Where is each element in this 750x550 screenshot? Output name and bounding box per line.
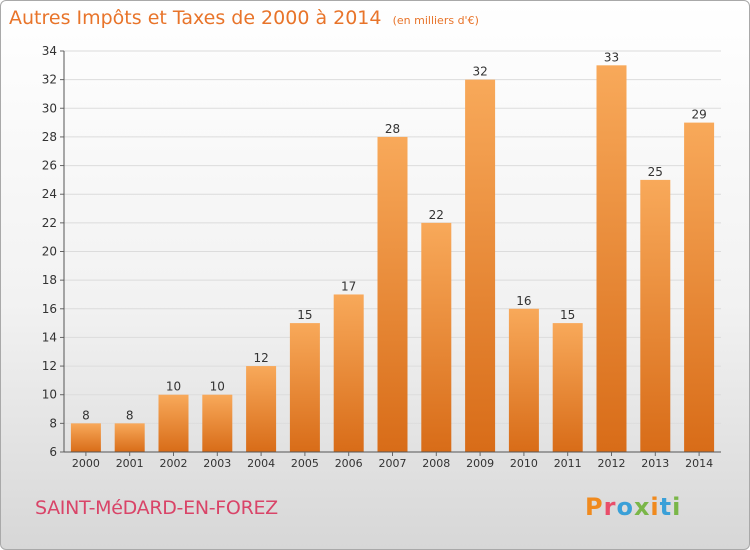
x-tick-label: 2001 (116, 457, 144, 470)
y-tick-label: 20 (42, 245, 57, 259)
bar (377, 136, 408, 452)
x-tick-label: 2012 (598, 457, 626, 470)
title-row: Autres Impôts et Taxes de 2000 à 2014 (e… (9, 7, 479, 29)
x-tick-label: 2000 (72, 457, 100, 470)
bar (158, 394, 189, 452)
y-tick-label: 28 (42, 130, 57, 144)
data-labels: 8 8 10 10 12 15 17 28 22 32 16 15 33 25 29 (82, 50, 707, 422)
chart-title: Autres Impôts et Taxes de 2000 à 2014 (9, 7, 382, 29)
x-tick-label: 2003 (203, 457, 231, 470)
x-tick-label: 2002 (160, 457, 188, 470)
data-label: 28 (385, 122, 400, 136)
y-tick-label: 32 (42, 73, 57, 87)
proxiti-logo[interactable]: Proxiti (585, 493, 681, 521)
x-tick-label: 2007 (379, 457, 407, 470)
x-tick-label: 2014 (685, 457, 713, 470)
data-label: 15 (297, 308, 312, 322)
logo-letter: i (672, 493, 682, 521)
bar (421, 222, 452, 452)
y-tick-label: 6 (49, 445, 57, 459)
data-label: 15 (560, 308, 575, 322)
data-label: 17 (341, 279, 356, 293)
bar (640, 179, 671, 452)
data-label: 8 (126, 408, 134, 422)
y-tick-label: 10 (42, 388, 57, 402)
chart-subtitle: (en milliers d'€) (392, 14, 479, 27)
data-label: 16 (516, 294, 531, 308)
bars (70, 65, 715, 453)
y-tick-label: 18 (42, 273, 57, 287)
bar (333, 294, 364, 452)
bar (684, 122, 715, 452)
y-tick-label: 34 (42, 44, 57, 58)
y-tick-label: 26 (42, 159, 57, 173)
x-tick-label: 2013 (641, 457, 669, 470)
axes: 6 8 10 12 14 16 18 20 22 24 26 28 30 32 34 2000 2001 2002… (42, 44, 721, 470)
bar (202, 394, 233, 452)
y-tick-label: 14 (42, 330, 57, 344)
logo-letter: o (616, 493, 634, 521)
data-label: 29 (691, 108, 706, 122)
bar (70, 423, 101, 452)
bar (246, 366, 277, 452)
bar (552, 323, 583, 452)
logo-letter: i (650, 493, 660, 521)
y-tick-label: 22 (42, 216, 57, 230)
x-tick-label: 2009 (466, 457, 494, 470)
bar (465, 79, 496, 453)
data-label: 8 (82, 408, 90, 422)
bar (289, 323, 320, 452)
x-tick-label: 2004 (247, 457, 275, 470)
x-tick-label: 2005 (291, 457, 319, 470)
x-tick-label: 2006 (335, 457, 363, 470)
data-label: 22 (429, 208, 444, 222)
logo-letter: P (585, 493, 604, 521)
logo-letter: t (659, 493, 673, 521)
bar (596, 65, 627, 453)
commune-name: SAINT-MéDARD-EN-FOREZ (35, 497, 278, 519)
y-tick-label: 8 (49, 416, 57, 430)
logo-letter: x (633, 493, 651, 521)
data-label: 12 (253, 351, 268, 365)
data-label: 10 (210, 380, 225, 394)
x-tick-label: 2008 (422, 457, 450, 470)
y-tick-label: 12 (42, 359, 57, 373)
logo-letter: r (603, 493, 617, 521)
data-label: 10 (166, 380, 181, 394)
data-label: 32 (472, 65, 487, 79)
y-tick-label: 16 (42, 302, 57, 316)
x-tick-label: 2011 (554, 457, 582, 470)
y-tick-label: 24 (42, 187, 57, 201)
bar (508, 308, 539, 452)
bar (114, 423, 145, 452)
data-label: 33 (604, 50, 619, 64)
data-label: 25 (648, 165, 663, 179)
y-tick-label: 30 (42, 101, 57, 115)
x-tick-label: 2010 (510, 457, 538, 470)
